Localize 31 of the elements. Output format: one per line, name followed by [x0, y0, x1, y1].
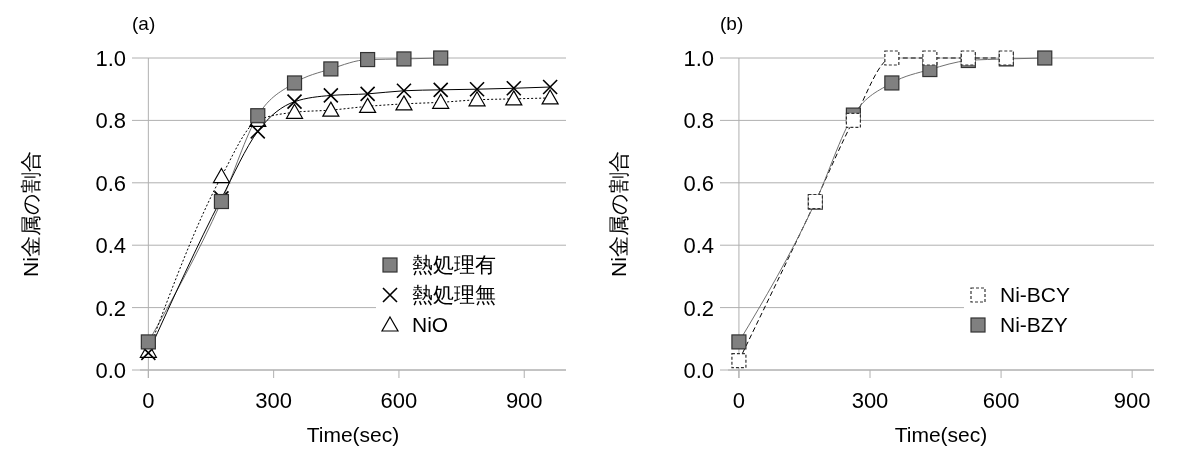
- y-tick-label: 0.6: [95, 170, 126, 196]
- y-axis-title: Ni金属の割合: [607, 151, 630, 277]
- x-tick-label: 600: [380, 388, 418, 413]
- legend-label: Ni-BCY: [1000, 283, 1071, 306]
- legend-label: 熱処理有: [412, 253, 496, 276]
- x-tick-label: 300: [851, 388, 889, 413]
- x-tick-label: 600: [982, 388, 1020, 413]
- x-axis-title: Time(sec): [306, 423, 400, 446]
- x-tick-label: 900: [505, 388, 543, 413]
- y-tick-label: 1.0: [683, 46, 714, 71]
- x-tick-label: 900: [1113, 388, 1151, 413]
- y-tick-label: 0.4: [683, 233, 714, 259]
- x-tick-label: 300: [255, 388, 293, 413]
- legend-label: NiO: [412, 313, 449, 336]
- y-tick-label: 0.8: [683, 108, 714, 134]
- x-tick-label: 0: [142, 388, 155, 413]
- legend-label: Ni-BZY: [1000, 313, 1068, 336]
- y-tick-label: 0.2: [95, 295, 126, 321]
- y-tick-label: 0.2: [683, 295, 714, 321]
- y-tick-label: 0.0: [683, 358, 714, 383]
- legend-label: 熱処理無: [412, 283, 496, 306]
- y-tick-label: 0.0: [95, 358, 126, 383]
- y-tick-label: 0.4: [95, 233, 126, 259]
- chart-title: (a): [132, 13, 156, 34]
- y-tick-label: 0.8: [95, 108, 126, 134]
- x-axis-title: Time(sec): [894, 423, 988, 446]
- y-tick-label: 0.6: [683, 170, 714, 196]
- x-tick-label: 0: [732, 388, 746, 413]
- y-axis-title: Ni金属の割合: [19, 151, 42, 277]
- chart-title: (b): [720, 13, 744, 34]
- y-tick-label: 1.0: [95, 46, 126, 71]
